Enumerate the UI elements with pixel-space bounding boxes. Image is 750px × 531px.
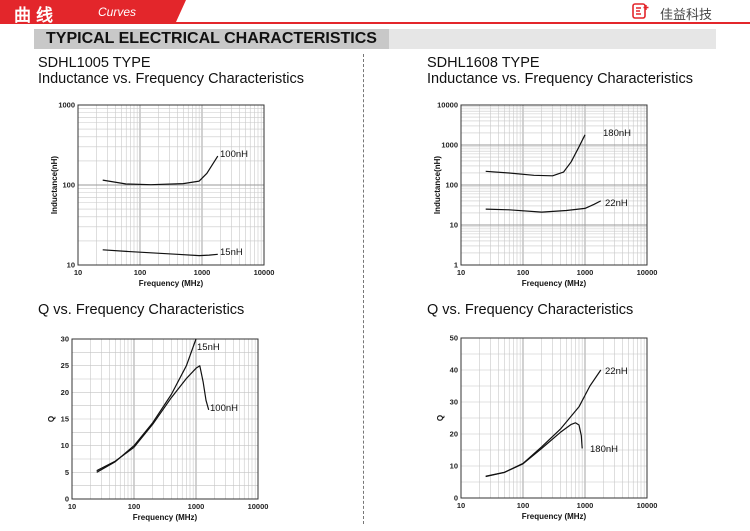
x-tick-label: 10	[68, 502, 76, 511]
x-tick-label: 100	[517, 268, 530, 277]
x-axis-label: Frequency (MHz)	[522, 512, 587, 521]
x-tick-label: 10	[74, 268, 82, 277]
x-tick-label: 1000	[577, 268, 594, 277]
y-tick-label: 20	[450, 430, 458, 439]
right-chart1-title: Inductance vs. Frequency Characteristics	[427, 71, 693, 87]
x-tick-label: 10	[457, 501, 465, 510]
series-label-180nH: 180nH	[590, 444, 618, 455]
series-line-180nH	[485, 422, 583, 477]
series-label-22nH: 22nH	[605, 366, 628, 377]
y-axis-label: Q	[436, 415, 445, 421]
plot-frame	[460, 337, 648, 499]
y-tick-label: 40	[450, 366, 458, 375]
y-tick-label: 10	[61, 441, 69, 450]
x-tick-label: 10000	[248, 502, 269, 511]
brand-logo-icon	[632, 3, 649, 19]
series-label-180nH: 180nH	[603, 128, 631, 139]
y-tick-label: 10	[450, 462, 458, 471]
y-tick-label: 0	[65, 495, 69, 504]
x-axis-label: Frequency (MHz)	[133, 513, 198, 522]
left-type-label: SDHL1005 TYPE	[38, 55, 151, 71]
series-line-100nH	[102, 155, 219, 186]
column-divider	[363, 54, 364, 524]
grid	[460, 337, 647, 499]
series-label-22nH: 22nH	[605, 198, 628, 209]
brand-name: 佳益科技	[659, 8, 712, 23]
x-tick-label: 10000	[637, 501, 658, 510]
series-line-180nH	[485, 134, 586, 177]
left-chart2-title: Q vs. Frequency Characteristics	[38, 302, 245, 318]
x-tick-label: 1000	[577, 501, 594, 510]
x-tick-label: 10000	[254, 268, 275, 277]
y-tick-label: 10	[67, 261, 75, 270]
plot-frame	[77, 104, 265, 266]
y-tick-label: 30	[450, 398, 458, 407]
y-tick-label: 1000	[58, 101, 75, 110]
x-tick-label: 1000	[194, 268, 211, 277]
y-axis-label: Q	[47, 416, 56, 422]
right-type-label: SDHL1608 TYPE	[427, 55, 540, 71]
grid	[71, 338, 258, 500]
header-title-en: Curves	[98, 5, 137, 19]
y-tick-label: 50	[450, 334, 458, 343]
series-line-100nH	[96, 365, 210, 472]
grid	[460, 105, 647, 266]
y-tick-label: 100	[445, 181, 458, 190]
x-tick-label: 100	[517, 501, 530, 510]
y-tick-label: 15	[61, 415, 69, 424]
x-axis-label: Frequency (MHz)	[522, 279, 587, 288]
y-axis-label: Inductance(nH)	[50, 156, 59, 215]
y-tick-label: 25	[61, 361, 69, 370]
y-tick-label: 10	[450, 221, 458, 230]
series-line-15nH	[102, 249, 218, 257]
series-label-15nH: 15nH	[220, 247, 243, 258]
header-underline	[0, 22, 750, 24]
y-tick-label: 10000	[437, 101, 458, 110]
y-tick-label: 30	[61, 335, 69, 344]
y-tick-label: 1	[454, 261, 458, 270]
x-axis-label: Frequency (MHz)	[139, 279, 204, 288]
y-tick-label: 5	[65, 468, 69, 477]
x-tick-label: 10000	[637, 268, 658, 277]
header-red-banner	[0, 0, 176, 22]
x-tick-label: 10	[457, 268, 465, 277]
section-title: TYPICAL ELECTRICAL CHARACTERISTICS	[34, 29, 389, 49]
series-line-22nH	[485, 200, 602, 213]
right-chart2-title: Q vs. Frequency Characteristics	[427, 302, 634, 318]
y-axis-label: Inductance(nH)	[433, 156, 442, 215]
y-tick-label: 0	[454, 494, 458, 503]
y-tick-label: 20	[61, 388, 69, 397]
plot-frame	[71, 338, 259, 500]
y-tick-label: 100	[62, 181, 75, 190]
x-tick-label: 100	[134, 268, 147, 277]
page-header: 曲线 Curves 佳益科技	[0, 0, 750, 26]
left-chart1-title: Inductance vs. Frequency Characteristics	[38, 71, 304, 87]
x-tick-label: 100	[128, 502, 141, 511]
header-title-cn: 曲线	[14, 6, 58, 26]
header-banner-cut	[176, 0, 186, 22]
plot-frame	[460, 104, 648, 266]
y-tick-label: 1000	[441, 141, 458, 150]
series-label-15nH: 15nH	[197, 342, 220, 353]
series-label-100nH: 100nH	[220, 149, 248, 160]
x-tick-label: 1000	[188, 502, 205, 511]
series-label-100nH: 100nH	[210, 403, 238, 414]
